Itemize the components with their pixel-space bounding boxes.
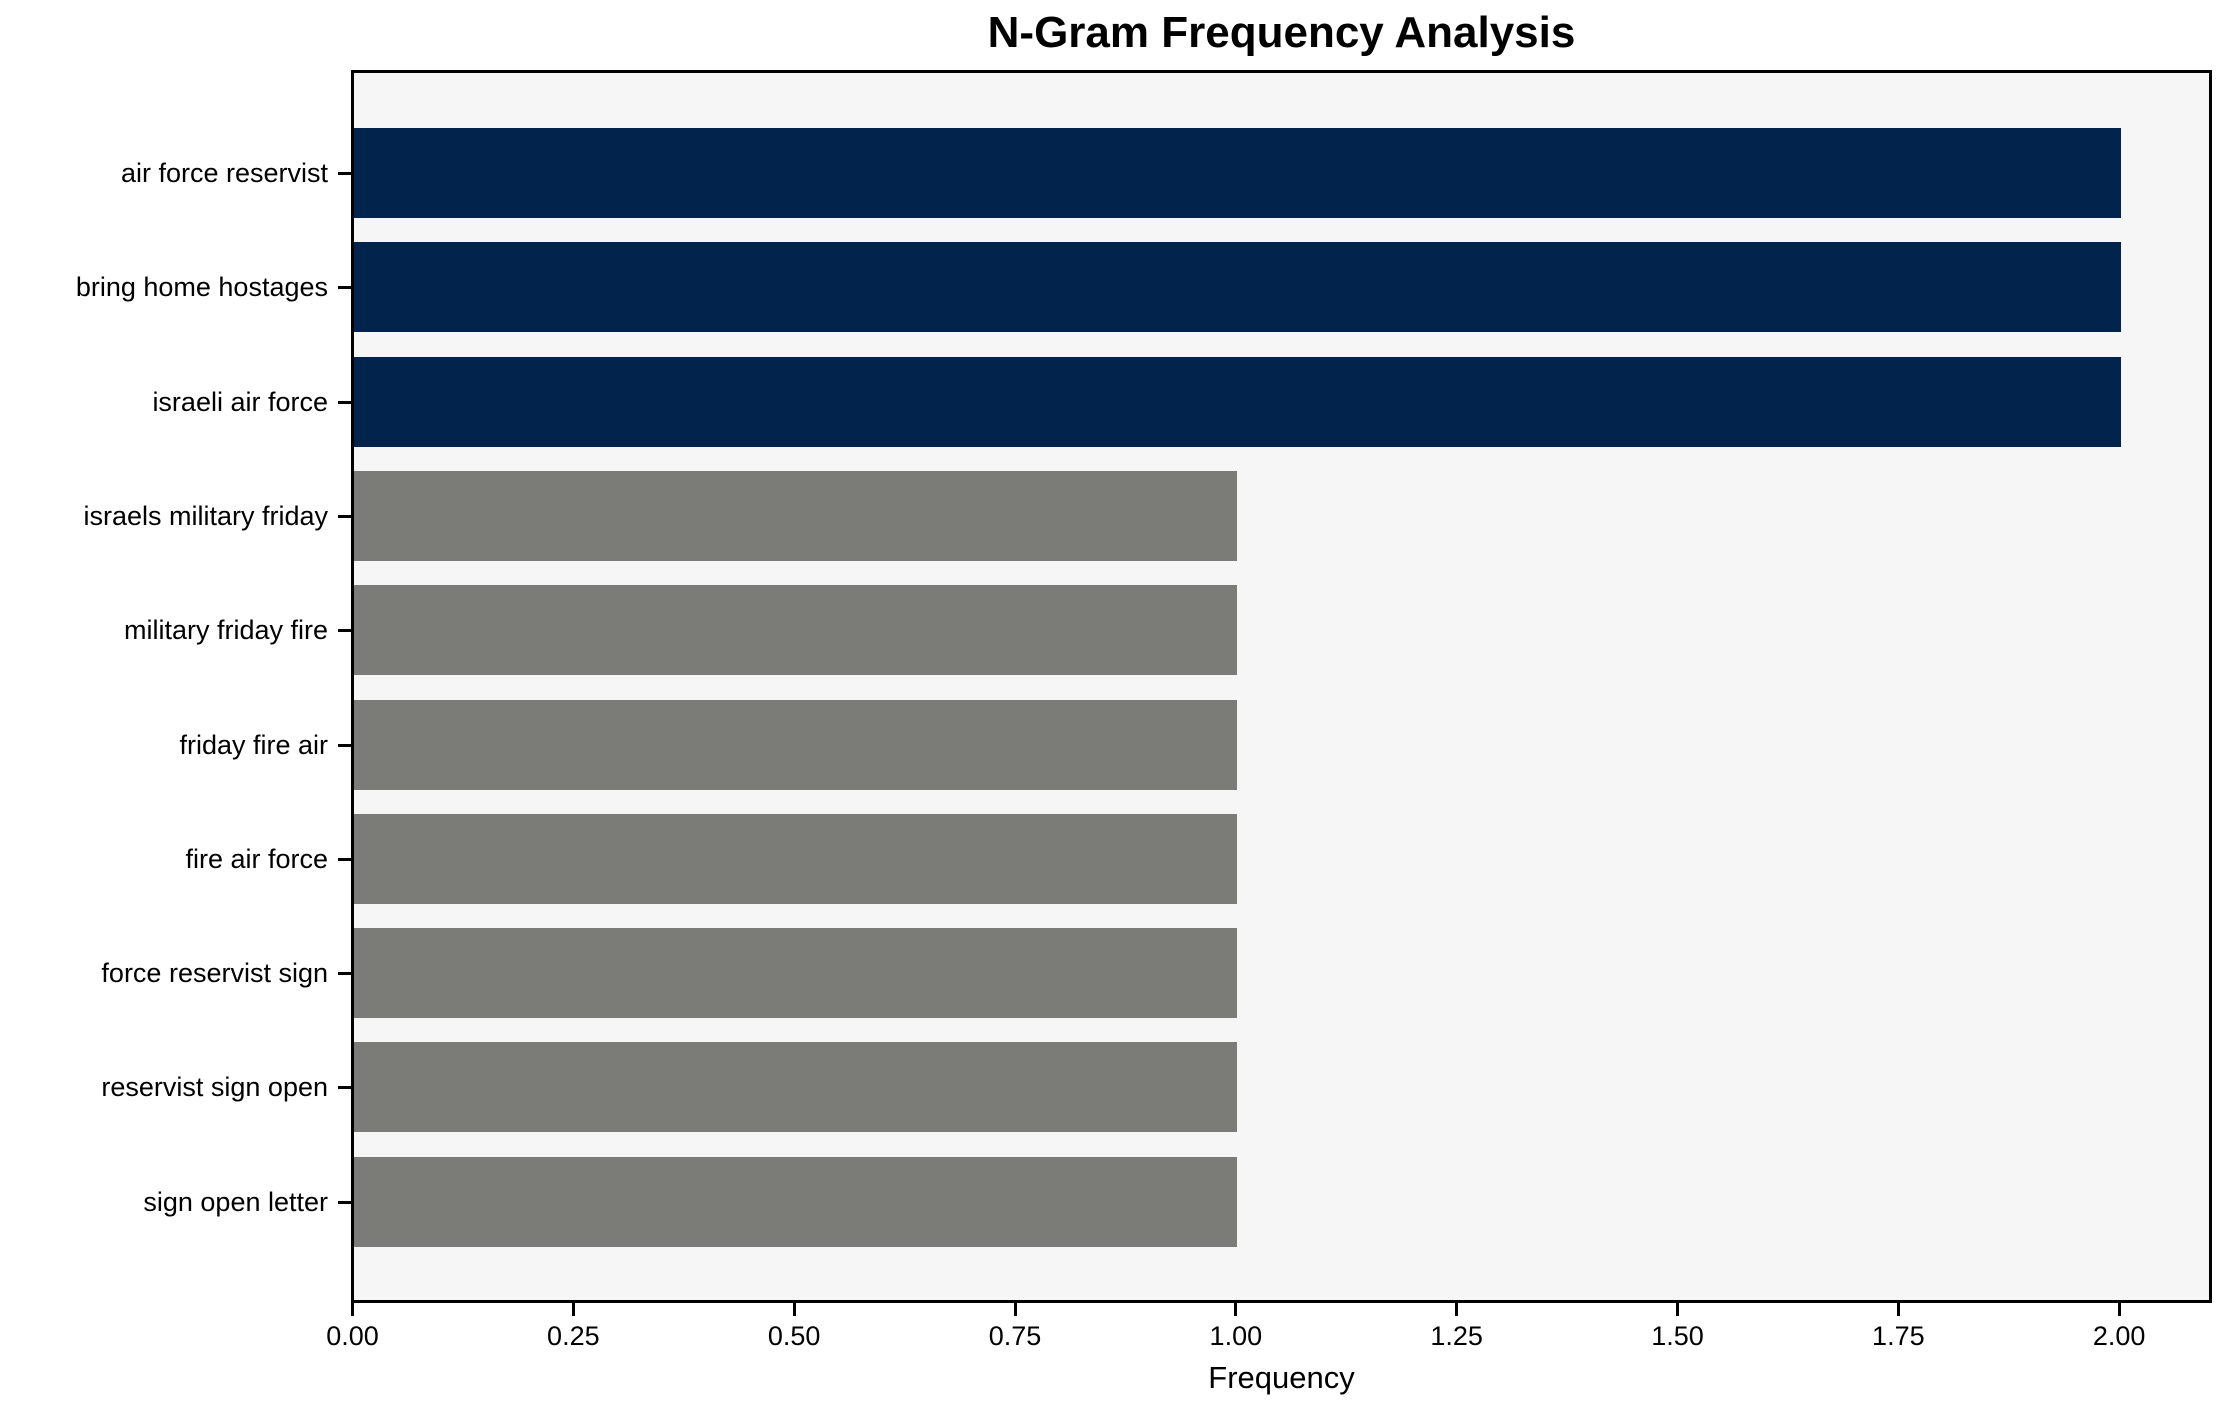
y-tick-label: bring home hostages	[75, 272, 328, 303]
bar-military-friday-fire	[354, 585, 1238, 676]
y-tick-mark	[338, 1086, 351, 1090]
x-tick-label: 2.00	[2092, 1321, 2146, 1351]
x-tick-mark	[351, 1303, 354, 1316]
y-tick-mark	[338, 629, 351, 633]
plot-area	[351, 70, 2212, 1303]
x-tick-label: 1.00	[1209, 1321, 1263, 1351]
chart-title: N-Gram Frequency Analysis	[987, 8, 1576, 57]
y-tick-label: israeli air force	[152, 386, 328, 417]
x-tick-label: 0.75	[988, 1321, 1042, 1351]
y-tick-mark	[338, 1200, 351, 1204]
x-tick-label: 0.00	[326, 1321, 379, 1351]
x-tick-mark	[792, 1303, 796, 1316]
x-axis-title: Frequency	[1208, 1360, 1355, 1395]
y-tick-label: friday fire air	[179, 729, 328, 760]
bar-israeli-air-force	[354, 356, 2121, 447]
y-tick-label: israels military friday	[83, 500, 328, 531]
x-tick-mark	[1234, 1303, 1238, 1316]
y-tick-mark	[338, 286, 351, 290]
y-tick-mark	[338, 857, 351, 861]
bar-israels-military-friday	[354, 470, 1238, 561]
y-tick-label: military friday fire	[123, 615, 328, 646]
x-tick-label: 1.50	[1651, 1321, 1704, 1351]
y-tick-label: reservist sign open	[101, 1072, 328, 1103]
x-tick-mark	[571, 1303, 575, 1316]
x-tick-mark	[1013, 1303, 1017, 1316]
x-tick-mark	[1896, 1303, 1900, 1316]
y-tick-label: air force reservist	[120, 158, 328, 188]
y-tick-label: sign open letter	[143, 1186, 328, 1217]
x-tick-label: 1.75	[1872, 1321, 1925, 1351]
x-tick-mark	[2117, 1303, 2121, 1316]
y-tick-mark	[338, 400, 351, 404]
y-tick-mark	[338, 972, 351, 976]
x-tick-mark	[1455, 1303, 1459, 1316]
bar-bring-home-hostages	[354, 242, 2121, 333]
y-tick-mark	[338, 514, 351, 518]
bar-air-force-reservist	[354, 128, 2121, 218]
x-tick-mark	[1676, 1303, 1679, 1316]
bar-fire-air-force	[354, 813, 1238, 904]
bar-reservist-sign-open	[354, 1042, 1238, 1133]
y-tick-mark	[338, 172, 351, 175]
y-tick-label: fire air force	[185, 843, 328, 874]
x-tick-label: 0.50	[767, 1321, 821, 1351]
bar-friday-fire-air	[354, 699, 1238, 790]
bar-sign-open-letter	[354, 1156, 1238, 1247]
y-tick-mark	[338, 743, 351, 747]
bar-force-reservist-sign	[354, 928, 1238, 1019]
x-tick-label: 0.25	[547, 1321, 600, 1351]
y-tick-label: force reservist sign	[101, 958, 328, 989]
x-tick-label: 1.25	[1430, 1321, 1483, 1351]
